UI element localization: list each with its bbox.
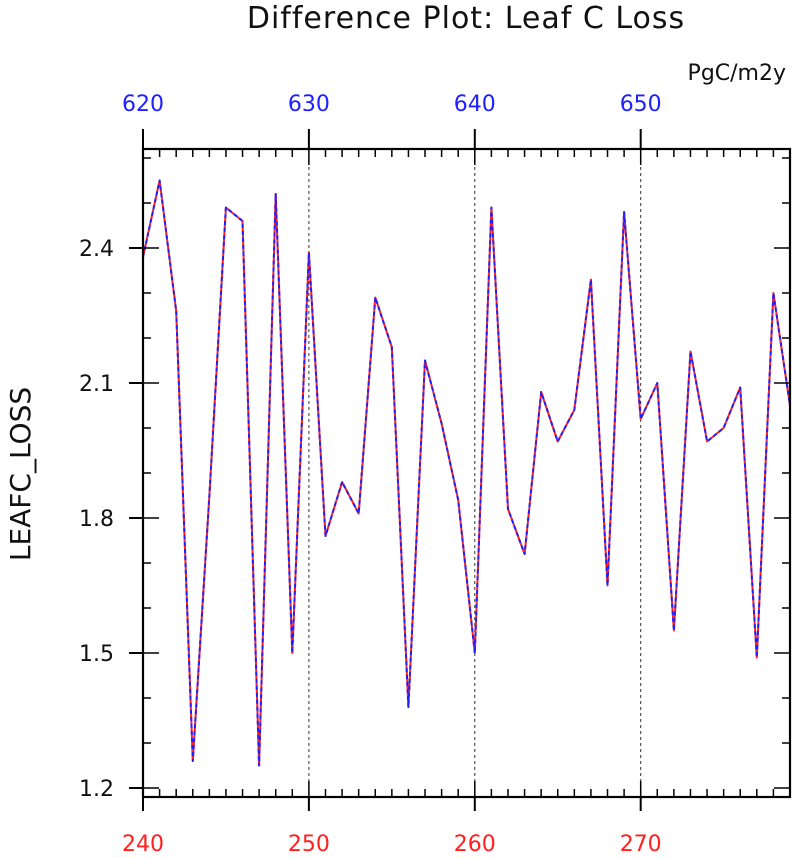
x-top-tick-label: 620 — [122, 92, 164, 117]
grid-lines — [308, 149, 642, 797]
x-tick-label: 250 — [288, 832, 330, 857]
y-tick-label: 1.8 — [79, 507, 114, 532]
x-top-tick-label: 640 — [454, 92, 496, 117]
y-tick-label: 2.1 — [79, 372, 114, 397]
x-top-tick-label: 650 — [620, 92, 662, 117]
x-tick-label: 270 — [620, 832, 662, 857]
chart-title: Difference Plot: Leaf C Loss — [247, 1, 685, 36]
y-axis-label: LEAFC_LOSS — [4, 387, 37, 561]
axis-ticks — [129, 129, 791, 811]
series-lines — [142, 179, 791, 767]
series-line — [142, 179, 791, 767]
plot-frame — [141, 147, 792, 799]
x-tick-label: 240 — [122, 832, 164, 857]
y-tick-label: 1.5 — [79, 642, 114, 667]
units-label: PgC/m2y — [688, 61, 786, 86]
y-tick-label: 1.2 — [79, 777, 114, 802]
tick-labels: 240 250 260 270 620 630 640 650 1.2 1.5 1.8 2.1 2.4 — [79, 92, 662, 857]
x-top-tick-label: 630 — [288, 92, 330, 117]
series-line — [142, 179, 791, 767]
x-tick-label: 260 — [454, 832, 496, 857]
y-tick-label: 2.4 — [79, 237, 114, 262]
